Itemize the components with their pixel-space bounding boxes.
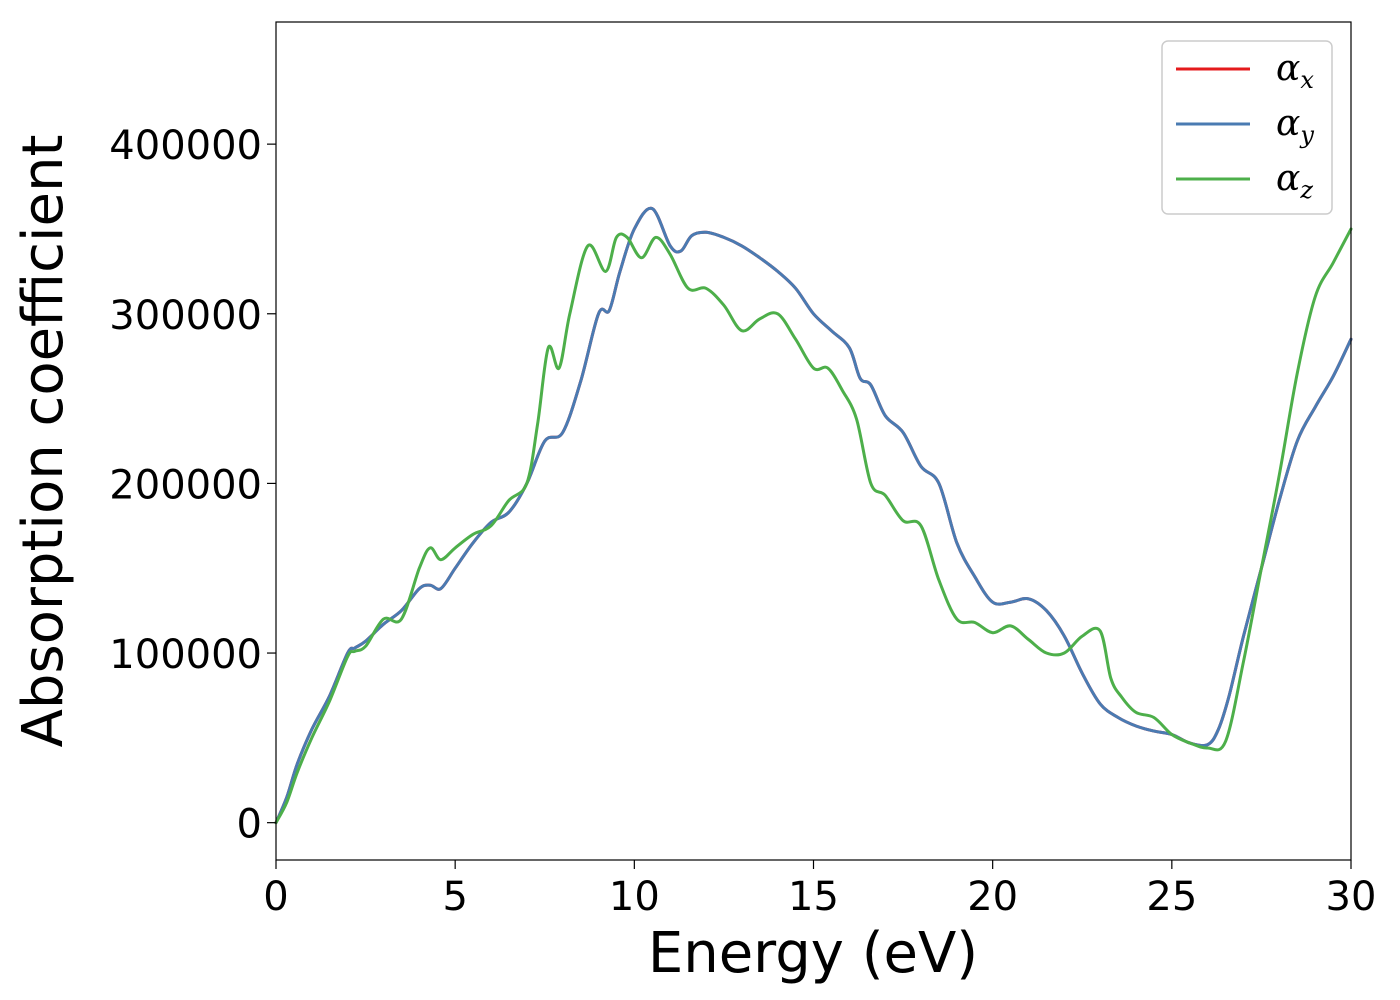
x-tick-label: 5 (442, 874, 467, 920)
series-layer (274, 206, 1353, 825)
series-line-z (274, 227, 1353, 825)
series-line-y (274, 206, 1353, 825)
y-tick-label: 0 (237, 802, 262, 848)
y-tick-label: 400000 (109, 123, 262, 169)
legend-label-x: αx (1276, 48, 1314, 94)
legend-frame (1161, 40, 1333, 215)
y-tick-label: 200000 (109, 462, 262, 508)
x-tick-label: 0 (263, 874, 288, 920)
x-tick-label: 30 (1326, 874, 1377, 920)
x-tick-label: 15 (788, 874, 839, 920)
x-tick-label: 20 (967, 874, 1018, 920)
legend-items: αx αy αz (1176, 48, 1314, 204)
legend-label-z: αz (1276, 158, 1313, 204)
x-axis-ticks: 0 5 10 15 20 25 30 (263, 860, 1376, 920)
y-tick-label: 100000 (109, 632, 262, 678)
y-tick-label: 300000 (109, 293, 262, 339)
y-axis-ticks: 0 100000 200000 300000 400000 (109, 123, 276, 848)
x-tick-label: 25 (1146, 874, 1197, 920)
series-line-x (274, 206, 1353, 825)
x-axis-title: Energy (eV) (648, 921, 978, 986)
legend-label-y: αy (1276, 103, 1314, 149)
x-tick-label: 10 (609, 874, 660, 920)
y-axis-title: Absorption coefficient (11, 135, 76, 748)
legend: αx αy αz (1161, 40, 1333, 215)
